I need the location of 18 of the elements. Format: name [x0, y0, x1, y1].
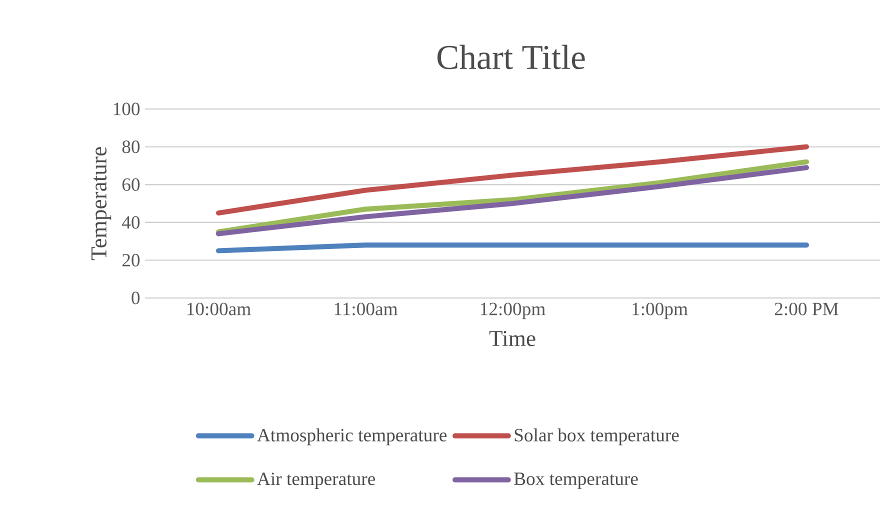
legend-label: Box temperature — [514, 472, 638, 489]
legend-label: Solar box temperature — [514, 428, 679, 446]
chart-title: Chart Title — [437, 44, 585, 70]
x-axis-title: Time — [489, 330, 536, 346]
y-tick-label: 40 — [122, 216, 140, 229]
y-tick-label: 80 — [122, 140, 140, 154]
x-tick-label: 1:00pm — [632, 302, 688, 320]
x-tick-label: 11:00am — [334, 302, 398, 316]
x-tick-label: 2:00 PM — [774, 302, 838, 316]
y-tick-label: 0 — [132, 292, 140, 304]
y-tick-label: 100 — [114, 102, 140, 116]
y-axis-title: Temperature — [91, 147, 112, 260]
x-tick-label: 10:00am — [187, 302, 251, 316]
legend-label: Air temperature — [257, 472, 375, 489]
x-tick-label: 12:00pm — [480, 302, 546, 320]
y-tick-label: 60 — [122, 178, 140, 191]
legend-label: Atmospheric temperature — [257, 428, 447, 446]
y-tick-label: 20 — [122, 254, 140, 266]
